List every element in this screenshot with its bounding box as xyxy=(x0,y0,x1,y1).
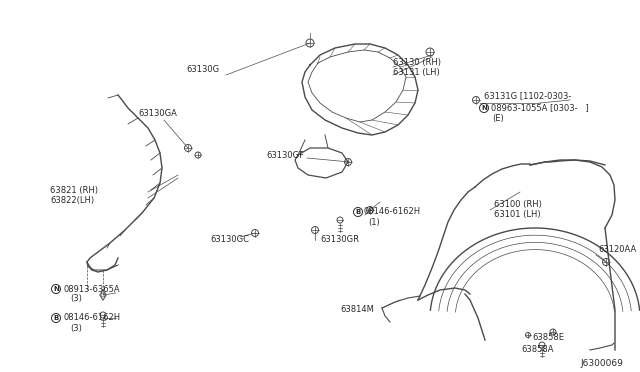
Text: N: N xyxy=(481,105,487,111)
Text: 63130GR: 63130GR xyxy=(320,235,359,244)
Text: 63814M: 63814M xyxy=(340,305,374,314)
Text: B: B xyxy=(355,209,360,215)
Text: 63858A: 63858A xyxy=(521,346,554,355)
Text: 63120AA: 63120AA xyxy=(598,246,636,254)
Text: 63131 (LH): 63131 (LH) xyxy=(393,68,440,77)
Text: 63130GC: 63130GC xyxy=(210,235,249,244)
Text: 63131G [1102-0303-: 63131G [1102-0303- xyxy=(484,92,572,100)
Text: 08146-6162H: 08146-6162H xyxy=(364,208,421,217)
Text: J6300069: J6300069 xyxy=(580,359,623,369)
Text: 08913-6365A: 08913-6365A xyxy=(63,285,120,294)
Text: (3): (3) xyxy=(70,295,82,304)
Text: 08963-1055A [0303-   ]: 08963-1055A [0303- ] xyxy=(491,103,589,112)
Text: 08146-6162H: 08146-6162H xyxy=(63,314,120,323)
Text: (3): (3) xyxy=(70,324,82,333)
Text: 63130GF: 63130GF xyxy=(266,151,304,160)
Text: 63130G: 63130G xyxy=(186,65,219,74)
Text: (E): (E) xyxy=(492,113,504,122)
Text: 63130GA: 63130GA xyxy=(138,109,177,118)
Text: 63821 (RH): 63821 (RH) xyxy=(50,186,98,195)
Text: 63130 (RH): 63130 (RH) xyxy=(393,58,441,67)
Text: B: B xyxy=(53,315,59,321)
Text: N: N xyxy=(53,286,59,292)
Text: 63101 (LH): 63101 (LH) xyxy=(494,211,541,219)
Text: 63100 (RH): 63100 (RH) xyxy=(494,201,542,209)
Text: 63822(LH): 63822(LH) xyxy=(50,196,94,205)
Text: (1): (1) xyxy=(368,218,380,227)
Text: 63858E: 63858E xyxy=(532,334,564,343)
